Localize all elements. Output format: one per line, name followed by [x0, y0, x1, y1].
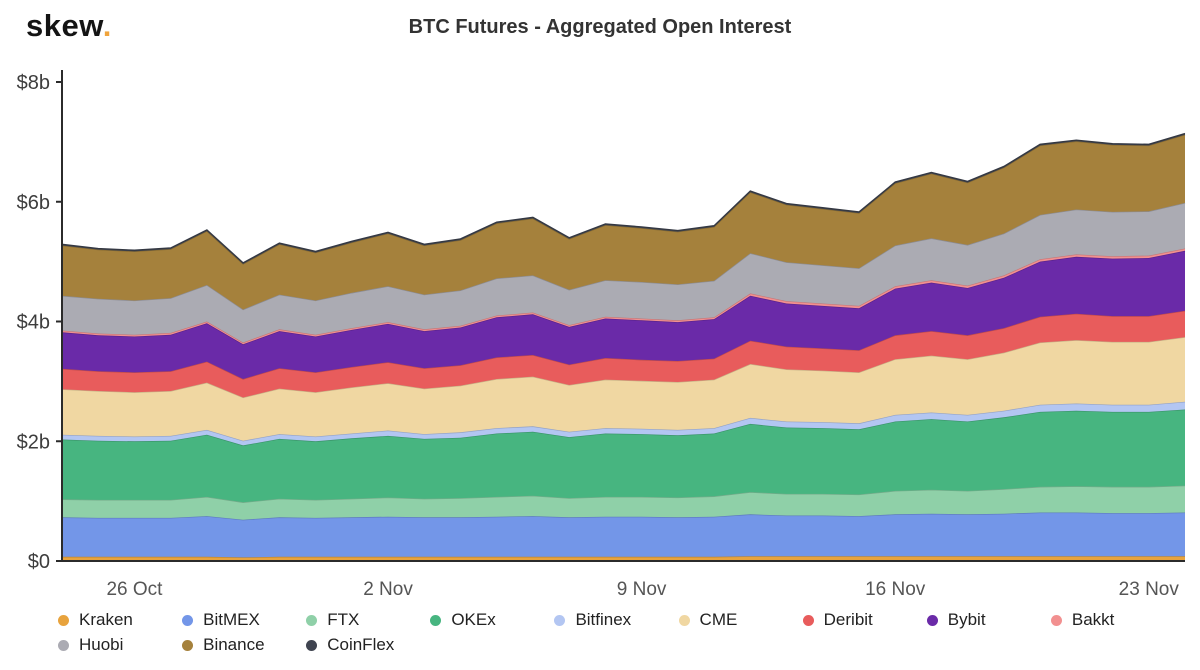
- band-deribit: [62, 310, 1185, 398]
- legend-label: Huobi: [79, 635, 124, 654]
- legend-dot-coinflex: [306, 639, 318, 651]
- legend-item-binance[interactable]: Binance: [182, 635, 306, 655]
- legend-label: Binance: [203, 635, 265, 654]
- legend-dot-huobi: [58, 639, 69, 651]
- chart-plot[interactable]: $0 $2b $4b $6b $8b 26 Oct 2 Nov 9 Nov 16 Nov 23 N…: [0, 58, 1200, 606]
- legend-label: OKEx: [451, 610, 496, 629]
- header: skew. BTC Futures - Aggregated Open Inte…: [0, 0, 1200, 58]
- skew-logo-dot: .: [102, 8, 112, 43]
- chart-title: BTC Futures - Aggregated Open Interest: [408, 16, 792, 38]
- band-ftx: [62, 485, 1185, 520]
- band-cme: [62, 337, 1185, 441]
- legend-label: BitMEX: [203, 610, 260, 629]
- legend-label: Deribit: [823, 610, 873, 629]
- legend-label: Bitfinex: [575, 610, 632, 629]
- legend-label: Bakkt: [1071, 610, 1115, 629]
- skew-logo[interactable]: skew.: [26, 8, 112, 44]
- y-axis-label: $0: [28, 551, 50, 573]
- legend-item-coinflex[interactable]: CoinFlex: [306, 635, 430, 655]
- y-axis-label: $2b: [17, 431, 50, 453]
- legend-dot-ftx: [306, 614, 318, 626]
- legend-dot-deribit: [802, 614, 814, 626]
- legend-dot-bitfinex: [554, 614, 566, 626]
- band-huobi: [62, 202, 1185, 343]
- legend-item-huobi[interactable]: Huobi: [58, 635, 182, 655]
- legend-item-ftx[interactable]: FTX: [306, 610, 430, 630]
- band-bybit: [62, 250, 1185, 379]
- legend-label: CME: [699, 610, 738, 629]
- y-axis-label: $8b: [17, 72, 50, 94]
- legend-item-bitfinex[interactable]: Bitfinex: [554, 610, 678, 630]
- legend-item-cme[interactable]: CME: [678, 610, 803, 630]
- legend-label: Kraken: [79, 610, 133, 629]
- legend-item-bakkt[interactable]: Bakkt: [1050, 610, 1175, 630]
- legend-dot-bakkt: [1050, 614, 1062, 626]
- band-binance: [62, 134, 1185, 310]
- chart-legend: Kraken BitMEX FTX OKEx Bitfinex CME Deribit Byb…: [0, 606, 1200, 655]
- band-bitmex: [62, 512, 1185, 558]
- legend-label: CoinFlex: [327, 635, 395, 654]
- y-axis-label: $4b: [17, 312, 50, 334]
- legend-dot-okex: [430, 614, 442, 626]
- legend-dot-binance: [182, 639, 194, 651]
- legend-item-okex[interactable]: OKEx: [430, 610, 554, 630]
- x-axis-label: 2 Nov: [363, 579, 413, 600]
- x-axis-label: 26 Oct: [106, 579, 163, 600]
- legend-label: FTX: [327, 610, 360, 629]
- legend-item-deribit[interactable]: Deribit: [802, 610, 927, 630]
- chart-area: $0 $2b $4b $6b $8b 26 Oct 2 Nov 9 Nov 16 Nov 23 N…: [0, 58, 1200, 606]
- band-edge-coinflex: [61, 132, 1186, 264]
- legend-dot-bitmex: [182, 614, 194, 626]
- legend-item-bybit[interactable]: Bybit: [926, 610, 1051, 630]
- band-okex: [62, 409, 1185, 503]
- legend-label: Bybit: [947, 610, 986, 629]
- x-axis-label: 9 Nov: [617, 579, 667, 600]
- legend-item-kraken[interactable]: Kraken: [58, 610, 182, 630]
- skew-logo-text: skew: [26, 8, 103, 43]
- y-axis-label: $6b: [17, 192, 50, 214]
- legend-item-bitmex[interactable]: BitMEX: [182, 610, 306, 630]
- legend-dot-kraken: [58, 614, 69, 626]
- x-axis-label: 16 Nov: [865, 579, 926, 600]
- x-axis-label: 23 Nov: [1119, 579, 1180, 600]
- legend-dot-bybit: [926, 614, 938, 626]
- legend-dot-cme: [678, 614, 690, 626]
